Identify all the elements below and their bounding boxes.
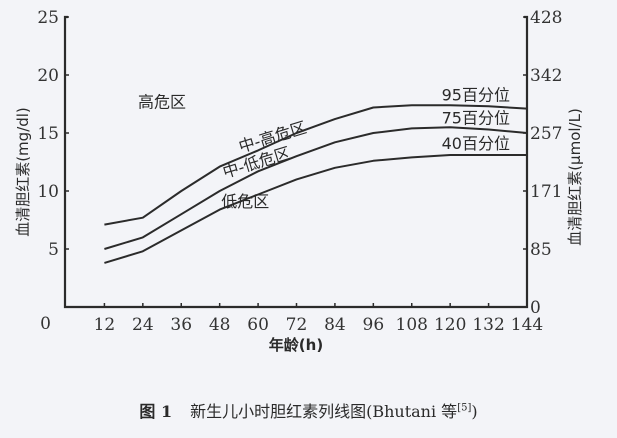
- percentile-label: 40百分位: [442, 134, 510, 153]
- y2-tick-label: 257: [530, 124, 562, 144]
- caption-close: ): [471, 402, 478, 421]
- bilirubin-nomogram-chart: 0 5 10 15 20 25 0 85 171 257 342 428 12 24 36 48 60 72 84 9…: [14, 8, 584, 354]
- x-tick-label: 60: [247, 315, 269, 335]
- zone-label: 低危区: [221, 192, 269, 211]
- y2-tick-label: 85: [530, 240, 552, 260]
- y2-axis-title: 血清胆红素(μmol/L): [566, 108, 584, 246]
- axis-frame: [63, 15, 529, 309]
- x-tick-label: 120: [434, 315, 466, 335]
- percentile-line: [104, 126, 528, 250]
- x-tick-label: 48: [209, 315, 231, 335]
- x-tick-label: 12: [94, 315, 116, 335]
- y2-tick-label: 171: [530, 182, 562, 202]
- y-tick-label: 20: [37, 66, 59, 86]
- y2-tick-label: 428: [530, 8, 562, 28]
- figure-caption: 图 1 新生儿小时胆红素列线图(Bhutani 等[5]): [0, 398, 617, 422]
- y2-tick-label: 342: [530, 66, 562, 86]
- y-tick-label: 5: [48, 240, 59, 260]
- y-tick-label: 0: [40, 314, 51, 334]
- x-tick-label: 24: [132, 315, 154, 335]
- percentile-label: 95百分位: [442, 85, 510, 104]
- percentile-line: [104, 104, 528, 226]
- y-tick-label: 25: [37, 8, 59, 28]
- zone-label: 高危区: [138, 92, 186, 111]
- x-axis-title: 年龄(h): [269, 336, 323, 354]
- figure-number: 图 1: [139, 402, 173, 421]
- y-tick-label: 15: [37, 124, 59, 144]
- caption-text: 新生儿小时胆红素列线图(Bhutani 等: [190, 402, 458, 421]
- percentile-curves: [104, 104, 528, 264]
- chart-labels: 年龄(h) 血清胆红素(mg/dl) 血清胆红素(μmol/L) 95百分位 75百分位…: [14, 85, 584, 354]
- caption-ref: [5]: [457, 402, 472, 414]
- x-tick-label: 132: [472, 315, 504, 335]
- x-tick-label: 84: [324, 315, 346, 335]
- x-tick-label: 36: [170, 315, 192, 335]
- x-tick-label: 108: [396, 315, 428, 335]
- x-tick-label: 72: [286, 315, 308, 335]
- axes: 0 5 10 15 20 25 0 85 171 257 342 428 12 24 36 48 60 72 84 9…: [37, 8, 562, 335]
- x-tick-label: 96: [363, 315, 385, 335]
- percentile-line: [104, 154, 527, 264]
- y2-tick-label: 0: [530, 298, 541, 318]
- y-tick-label: 10: [37, 182, 59, 202]
- percentile-label: 75百分位: [442, 109, 510, 128]
- y-axis-title: 血清胆红素(mg/dl): [14, 107, 32, 237]
- x-tick-label: 144: [511, 315, 543, 335]
